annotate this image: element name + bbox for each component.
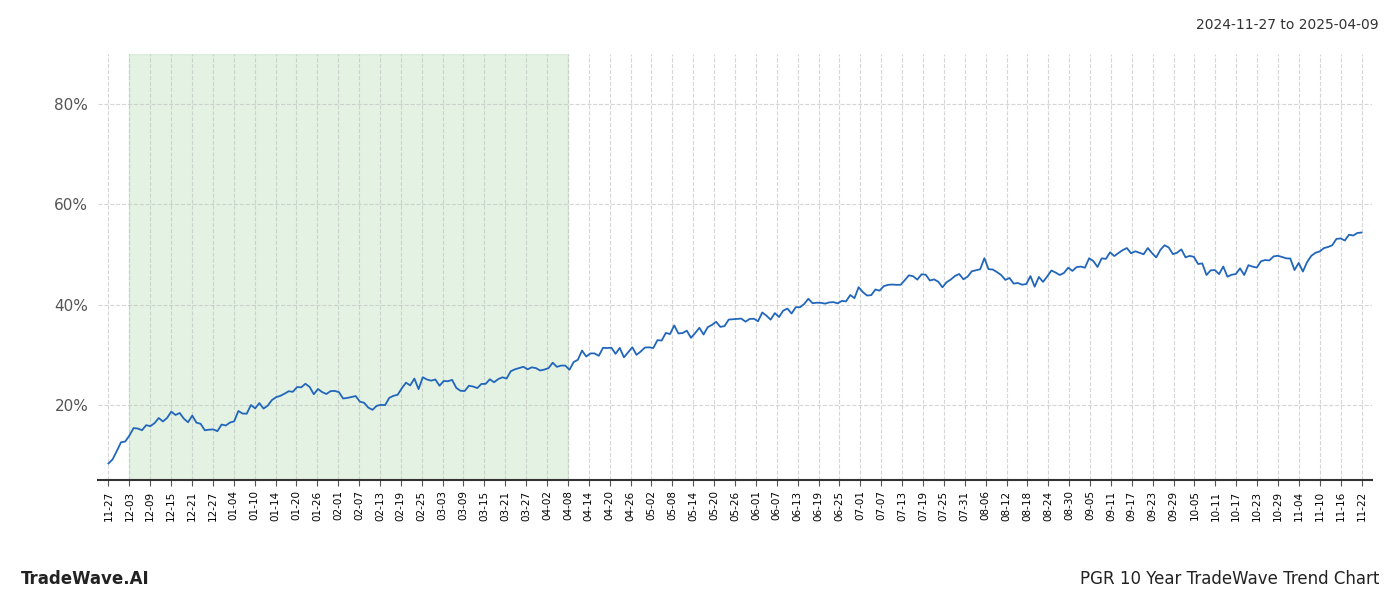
Text: TradeWave.AI: TradeWave.AI (21, 570, 150, 588)
Bar (129, 54, 568, 480)
Text: 2024-11-27 to 2025-04-09: 2024-11-27 to 2025-04-09 (1197, 18, 1379, 32)
Text: PGR 10 Year TradeWave Trend Chart: PGR 10 Year TradeWave Trend Chart (1079, 570, 1379, 588)
